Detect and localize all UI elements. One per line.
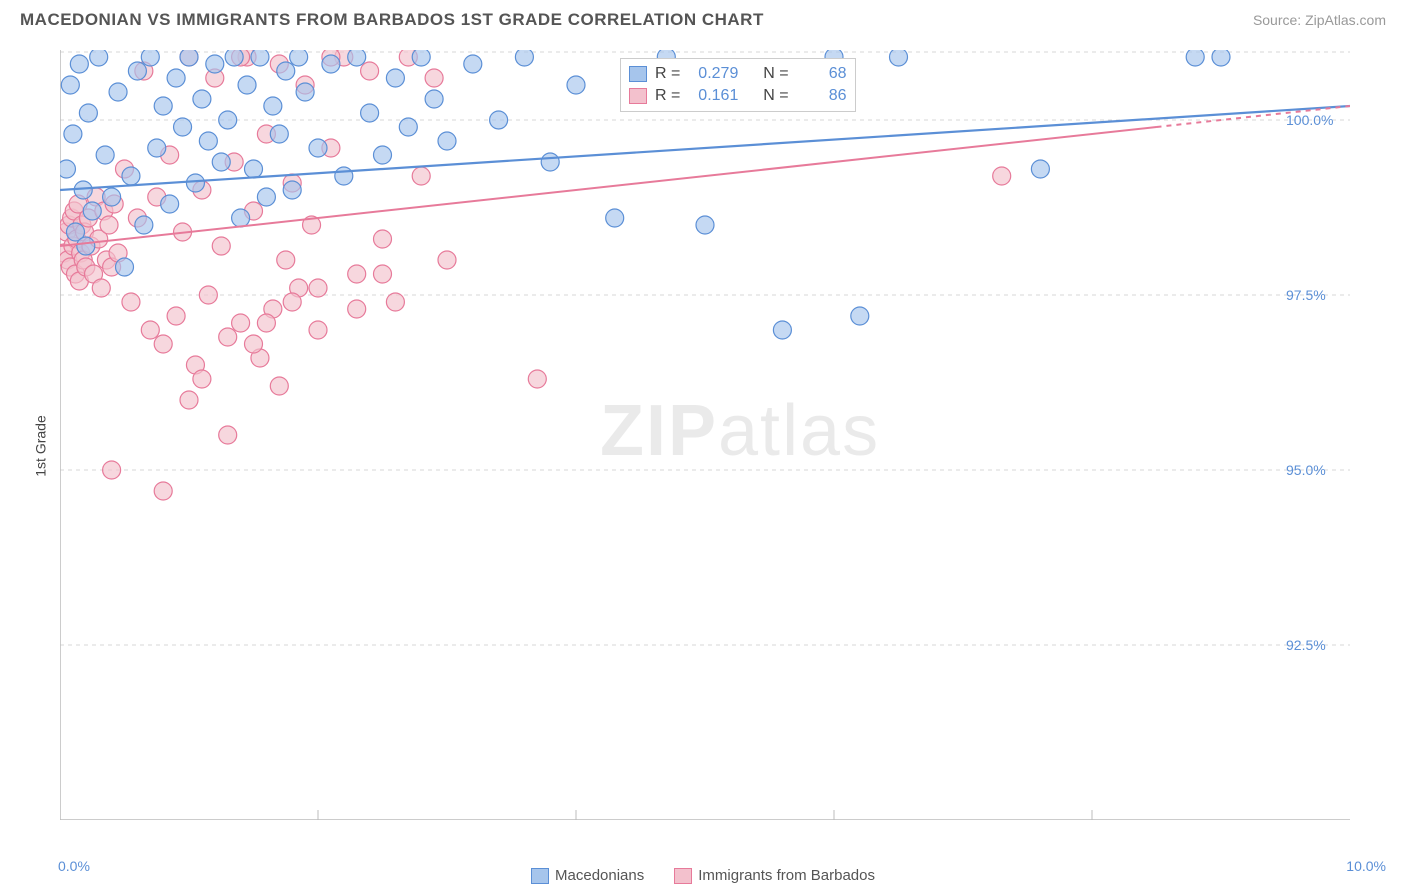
legend-swatch: [531, 868, 549, 884]
correlation-legend: R =0.279 N =68R =0.161 N =86: [620, 58, 856, 112]
y-tick-label: 97.5%: [1286, 287, 1342, 303]
y-tick-label: 95.0%: [1286, 462, 1342, 478]
legend-label: Immigrants from Barbados: [698, 867, 875, 884]
r-value: 0.279: [688, 65, 738, 83]
legend-item: Immigrants from Barbados: [674, 867, 875, 884]
legend-swatch: [629, 88, 647, 104]
n-value: 86: [797, 87, 847, 105]
y-axis-label: 1st Grade: [33, 415, 49, 476]
legend-swatch: [674, 868, 692, 884]
y-tick-label: 100.0%: [1286, 112, 1342, 128]
legend-item: Macedonians: [531, 867, 644, 884]
bottom-legend: Macedonians Immigrants from Barbados: [0, 867, 1406, 884]
n-value: 68: [797, 65, 847, 83]
chart-area: ZIPatlas R =0.279 N =68R =0.161 N =86 92…: [60, 50, 1350, 820]
scatter-plot-svg: [60, 50, 1350, 820]
source-label: Source: ZipAtlas.com: [1253, 12, 1386, 28]
legend-swatch: [629, 66, 647, 82]
r-value: 0.161: [688, 87, 738, 105]
y-tick-label: 92.5%: [1286, 637, 1342, 653]
legend-label: Macedonians: [555, 867, 644, 884]
chart-title: MACEDONIAN VS IMMIGRANTS FROM BARBADOS 1…: [20, 10, 764, 30]
